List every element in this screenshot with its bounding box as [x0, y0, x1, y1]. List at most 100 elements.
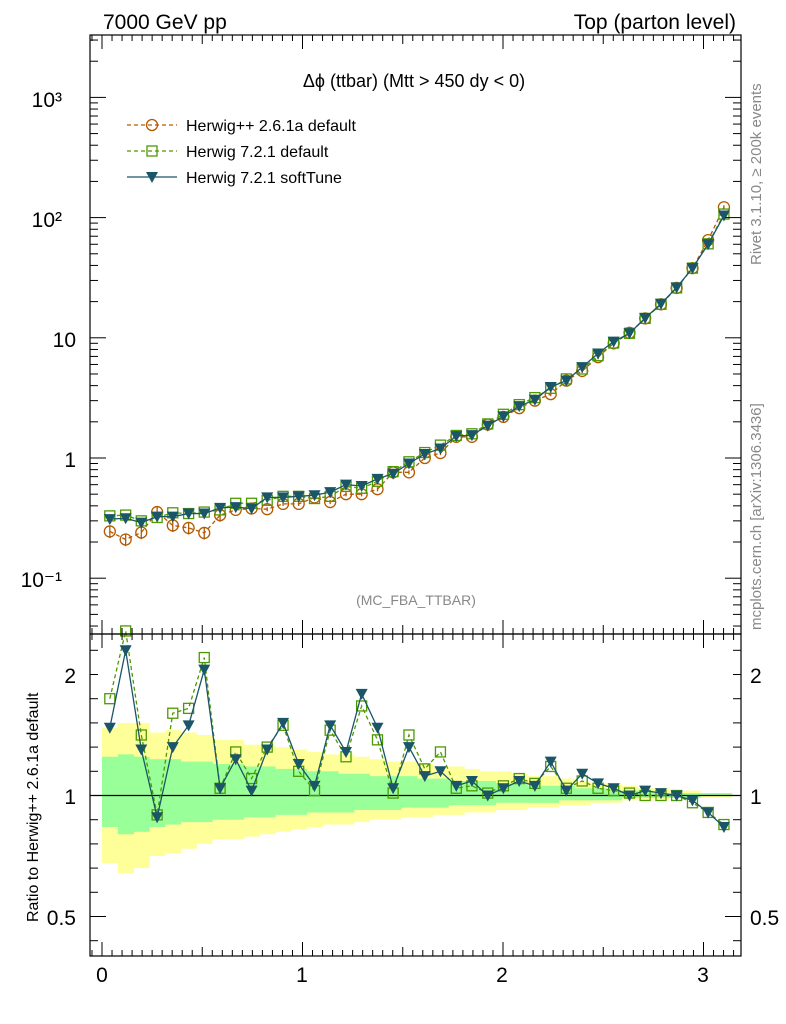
herwig7-softtune-point	[717, 210, 730, 222]
herwig7-softtune-point	[528, 394, 541, 406]
ratio-axis-ticks	[90, 634, 741, 956]
herwigpp-point	[198, 526, 211, 540]
herwig7-softtune-point	[340, 479, 353, 491]
ratio-y-axis-label: Ratio to Herwig++ 2.6.1a default	[25, 692, 42, 922]
ratio-tick-label-left-1: 1	[64, 786, 76, 809]
x-tick-labels: 0 1 2 3	[96, 964, 709, 987]
ratio-herwig7-softtune-point	[198, 664, 211, 676]
ratio-herwig7-softtune-point	[418, 771, 431, 783]
main-y-tick-labels: 10³ 10² 10 1 10⁻¹	[21, 89, 76, 592]
ratio-herwig7-softtune-point	[670, 790, 683, 802]
header-left: 7000 GeV pp	[103, 11, 227, 34]
x-tick-label-3: 3	[697, 964, 709, 987]
ratio-herwig7-softtune-point	[355, 688, 368, 700]
band-inner-bin	[511, 783, 528, 803]
ratio-herwig7-softtune-point	[402, 742, 415, 754]
ratio-herwig7-softtune-point	[324, 720, 337, 732]
band-inner-bin	[164, 759, 182, 825]
legend-label-herwig7-default: Herwig 7.2.1 default	[186, 144, 329, 161]
ratio-plot-area	[90, 625, 741, 873]
ratio-tick-label-left-2: 2	[64, 665, 76, 688]
ratio-herwig7-softtune-point	[592, 778, 605, 790]
ratio-herwig7-softtune-point	[639, 785, 652, 797]
ratio-herwig7-softtune-point	[277, 717, 290, 729]
herwig7-softtune-point	[308, 490, 321, 502]
band-inner-bin	[101, 756, 119, 827]
herwig7-softtune-line	[109, 215, 725, 524]
herwigpp-series	[103, 201, 731, 547]
x-tick-label-2: 2	[496, 964, 508, 987]
herwig7-softtune-point	[607, 336, 620, 348]
ratio-herwig7-softtune-point	[229, 754, 242, 766]
band-inner-bin	[401, 776, 418, 808]
herwig7-softtune-point	[135, 517, 148, 529]
herwig7-softtune-point	[371, 473, 384, 485]
band-inner-bin	[180, 761, 197, 823]
band-inner-bin	[416, 778, 434, 808]
ratio-herwig7-default-point	[135, 729, 147, 741]
ratio-bands	[101, 722, 733, 873]
ratio-herwig7-default-point	[434, 746, 447, 758]
herwig7-softtune-point	[686, 263, 699, 275]
band-inner-bin	[338, 773, 355, 813]
ratio-herwig7-softtune-point	[103, 722, 116, 734]
herwig7-softtune-point	[576, 362, 589, 374]
ratio-herwig7-softtune-point	[214, 783, 227, 795]
herwig7-softtune-point	[513, 401, 526, 413]
band-inner-bin	[196, 761, 213, 823]
y-tick-label-100: 10²	[32, 209, 62, 232]
band-inner-bin	[275, 768, 292, 815]
herwig7-softtune-point	[450, 431, 463, 443]
ratio-panel: 2 1 0.5 2 1 0.5 0 1 2 3 Ratio to Herwig+…	[25, 625, 779, 987]
ratio-herwig7-softtune-point	[245, 785, 258, 797]
analysis-watermark: (MC_FBA_TTBAR)	[356, 592, 476, 608]
ratio-herwig7-softtune-point	[340, 746, 353, 758]
band-inner-bin	[322, 771, 339, 813]
herwig7-softtune-point	[214, 502, 227, 514]
herwig7-softtune-point	[560, 375, 573, 387]
band-inner-bin	[227, 764, 245, 820]
band-inner-bin	[133, 756, 150, 832]
legend: Herwig++ 2.6.1a default Herwig 7.2.1 def…	[127, 118, 356, 187]
y-tick-label-0.1: 10⁻¹	[21, 569, 62, 592]
herwig7-softtune-point	[592, 348, 605, 360]
ratio-herwig7-default-point	[403, 729, 415, 741]
ratio-herwig7-softtune-point	[387, 783, 400, 795]
herwigpp-point	[103, 525, 116, 538]
ratio-herwig7-softtune-point	[513, 775, 526, 787]
rivet-label: Rivet 3.1.10, ≥ 200k events	[748, 83, 765, 265]
herwig7-softtune-point	[387, 468, 400, 480]
ratio-herwig7-softtune-point	[686, 795, 699, 807]
ratio-herwig7-softtune-point	[528, 780, 541, 792]
herwig7-softtune-point	[198, 508, 211, 520]
herwig7-default-series	[104, 208, 730, 527]
ratio-herwig7-softtune-point	[151, 812, 164, 824]
ratio-herwig7-softtune-point	[119, 645, 132, 657]
herwig7-softtune-series	[103, 210, 730, 529]
herwig7-softtune-point	[544, 381, 557, 393]
ratio-herwig7-default-point	[120, 625, 132, 637]
herwigpp-line	[109, 206, 725, 541]
legend-label-herwigpp: Herwig++ 2.6.1a default	[186, 118, 356, 135]
ratio-herwig7-default-point	[371, 734, 384, 746]
ratio-tick-label-right-2: 2	[750, 665, 762, 688]
ratio-herwig7-softtune-point	[450, 780, 463, 792]
ratio-herwig7-softtune-point	[607, 783, 620, 795]
band-inner-bin	[590, 788, 607, 801]
ratio-herwig7-softtune-point	[576, 768, 589, 780]
ratio-y-tick-labels: 2 1 0.5 2 1 0.5	[47, 665, 779, 930]
ratio-herwig7-softtune-point	[182, 720, 195, 732]
band-inner-bin	[369, 776, 386, 811]
herwig7-softtune-point	[465, 430, 478, 442]
ratio-herwig7-softtune-point	[465, 775, 478, 787]
ratio-herwig7-softtune-point	[371, 722, 384, 734]
band-inner-bin	[353, 773, 371, 811]
herwig7-softtune-point	[277, 492, 290, 504]
ratio-herwig7-softtune-point	[702, 807, 715, 819]
herwig7-softtune-point	[639, 313, 652, 325]
main-chart-title: Δϕ (ttbar) (Mtt > 450 dy < 0)	[303, 71, 525, 91]
ratio-tick-label-right-1: 1	[750, 786, 762, 809]
herwig7-softtune-point	[261, 492, 274, 504]
ratio-herwig7-softtune-point	[135, 744, 148, 756]
